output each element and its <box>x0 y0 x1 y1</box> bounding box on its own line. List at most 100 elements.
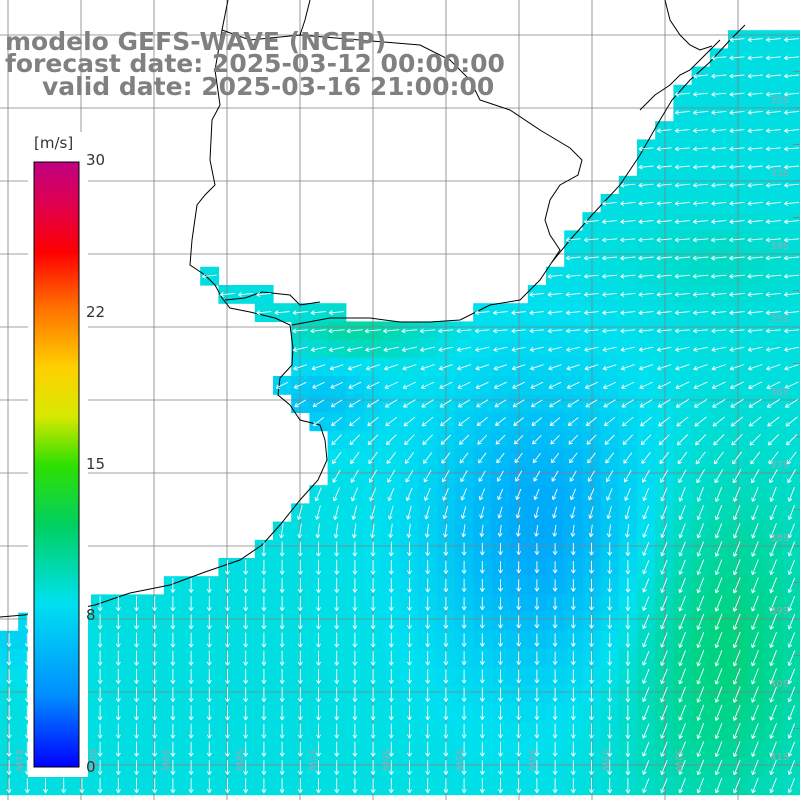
wind-arrow <box>565 237 581 243</box>
wind-arrow <box>440 416 452 427</box>
wind-arrow <box>750 451 761 465</box>
wind-arrow <box>331 417 343 427</box>
wind-arrow <box>623 452 633 464</box>
wind-arrow <box>461 524 467 538</box>
wind-arrow <box>784 164 800 170</box>
wind-arrow <box>660 487 668 502</box>
wind-arrow <box>607 542 613 556</box>
wind-arrow <box>660 723 668 739</box>
wind-arrow <box>620 292 636 297</box>
wind-arrow <box>316 687 321 703</box>
wind-arrow <box>407 723 412 739</box>
wind-arrow <box>584 310 599 316</box>
wind-arrow <box>369 505 376 520</box>
lon-label: 57W <box>306 749 317 772</box>
wind-arrow <box>367 416 379 427</box>
wind-arrow <box>678 487 686 502</box>
wind-arrow <box>419 328 436 334</box>
border-uruguay-brazil <box>221 29 583 263</box>
lon-label: 59W <box>160 749 171 772</box>
wind-arrow <box>711 55 727 61</box>
wind-arrow <box>188 669 194 684</box>
wind-arrow <box>370 669 376 684</box>
wind-arrow <box>442 470 450 483</box>
wind-arrow <box>297 559 303 575</box>
wind-arrow <box>784 91 800 97</box>
wind-arrow <box>350 451 360 465</box>
wind-arrow <box>316 596 321 612</box>
wind-arrow <box>692 292 709 297</box>
wind-arrow <box>678 686 686 703</box>
wind-arrow <box>714 613 723 630</box>
wind-arrow <box>516 561 522 574</box>
wind-arrow <box>732 741 741 758</box>
wind-arrow <box>370 596 376 611</box>
wind-arrow <box>261 614 267 630</box>
wind-arrow <box>602 310 617 316</box>
wind-arrow <box>6 760 12 775</box>
wind-arrow <box>714 668 723 685</box>
wind-arrow <box>438 346 454 352</box>
wind-arrow <box>766 381 781 390</box>
wind-arrow <box>714 595 723 612</box>
wind-arrow <box>714 704 723 721</box>
wind-arrow <box>714 541 723 557</box>
colorbar-tick-8: 8 <box>86 606 96 624</box>
wind-arrow <box>134 705 139 721</box>
wind-arrow <box>678 505 686 520</box>
wind-arrow <box>206 578 212 593</box>
wind-arrow <box>388 614 394 630</box>
wind-arrow <box>534 651 540 665</box>
wind-arrow <box>279 723 285 739</box>
wind-arrow <box>407 560 412 575</box>
wind-arrow <box>442 506 449 520</box>
wind-arrow <box>364 328 382 334</box>
wind-arrow <box>658 434 670 446</box>
lat-label: 40S <box>770 679 789 690</box>
wind-arrow <box>714 741 723 758</box>
wind-arrow <box>642 778 650 793</box>
wind-arrow <box>589 778 594 794</box>
wind-arrow <box>765 110 781 115</box>
wind-arrow <box>748 399 762 408</box>
wind-arrow <box>606 488 613 501</box>
wind-arrow <box>570 669 576 684</box>
wind-arrow <box>642 578 650 593</box>
wind-arrow <box>732 631 741 649</box>
wind-arrow <box>584 328 599 334</box>
wind-arrow <box>696 631 705 649</box>
wind-arrow <box>784 201 800 206</box>
wind-arrow <box>638 328 654 334</box>
wind-arrow <box>225 578 230 593</box>
wind-arrow <box>261 760 267 775</box>
wind-arrow <box>765 237 782 243</box>
wind-arrow <box>370 760 376 775</box>
wind-arrow <box>334 705 340 721</box>
wind-arrow <box>497 488 504 501</box>
wind-arrow <box>749 433 761 446</box>
wind-arrow <box>769 650 777 667</box>
wind-arrow <box>530 381 544 389</box>
wind-arrow <box>787 523 796 539</box>
wind-arrow <box>456 328 472 334</box>
wind-arrow <box>461 651 467 666</box>
wind-arrow <box>97 778 103 794</box>
wind-arrow <box>152 778 158 794</box>
wind-arrow <box>657 364 672 371</box>
wind-arrow <box>425 560 431 575</box>
wind-arrow <box>674 182 690 188</box>
wind-arrow <box>352 669 358 684</box>
wind-arrow <box>696 541 705 557</box>
wind-arrow <box>534 760 540 775</box>
wind-arrow <box>478 452 487 464</box>
wind-arrow <box>387 487 395 502</box>
wind-arrow <box>152 723 158 739</box>
wind-arrow <box>425 741 431 757</box>
wind-arrow <box>479 542 485 556</box>
wind-arrow <box>334 760 340 775</box>
wind-arrow <box>711 91 727 97</box>
wind-arrow <box>732 559 741 576</box>
wind-arrow <box>747 91 763 97</box>
wind-arrow <box>624 523 630 538</box>
